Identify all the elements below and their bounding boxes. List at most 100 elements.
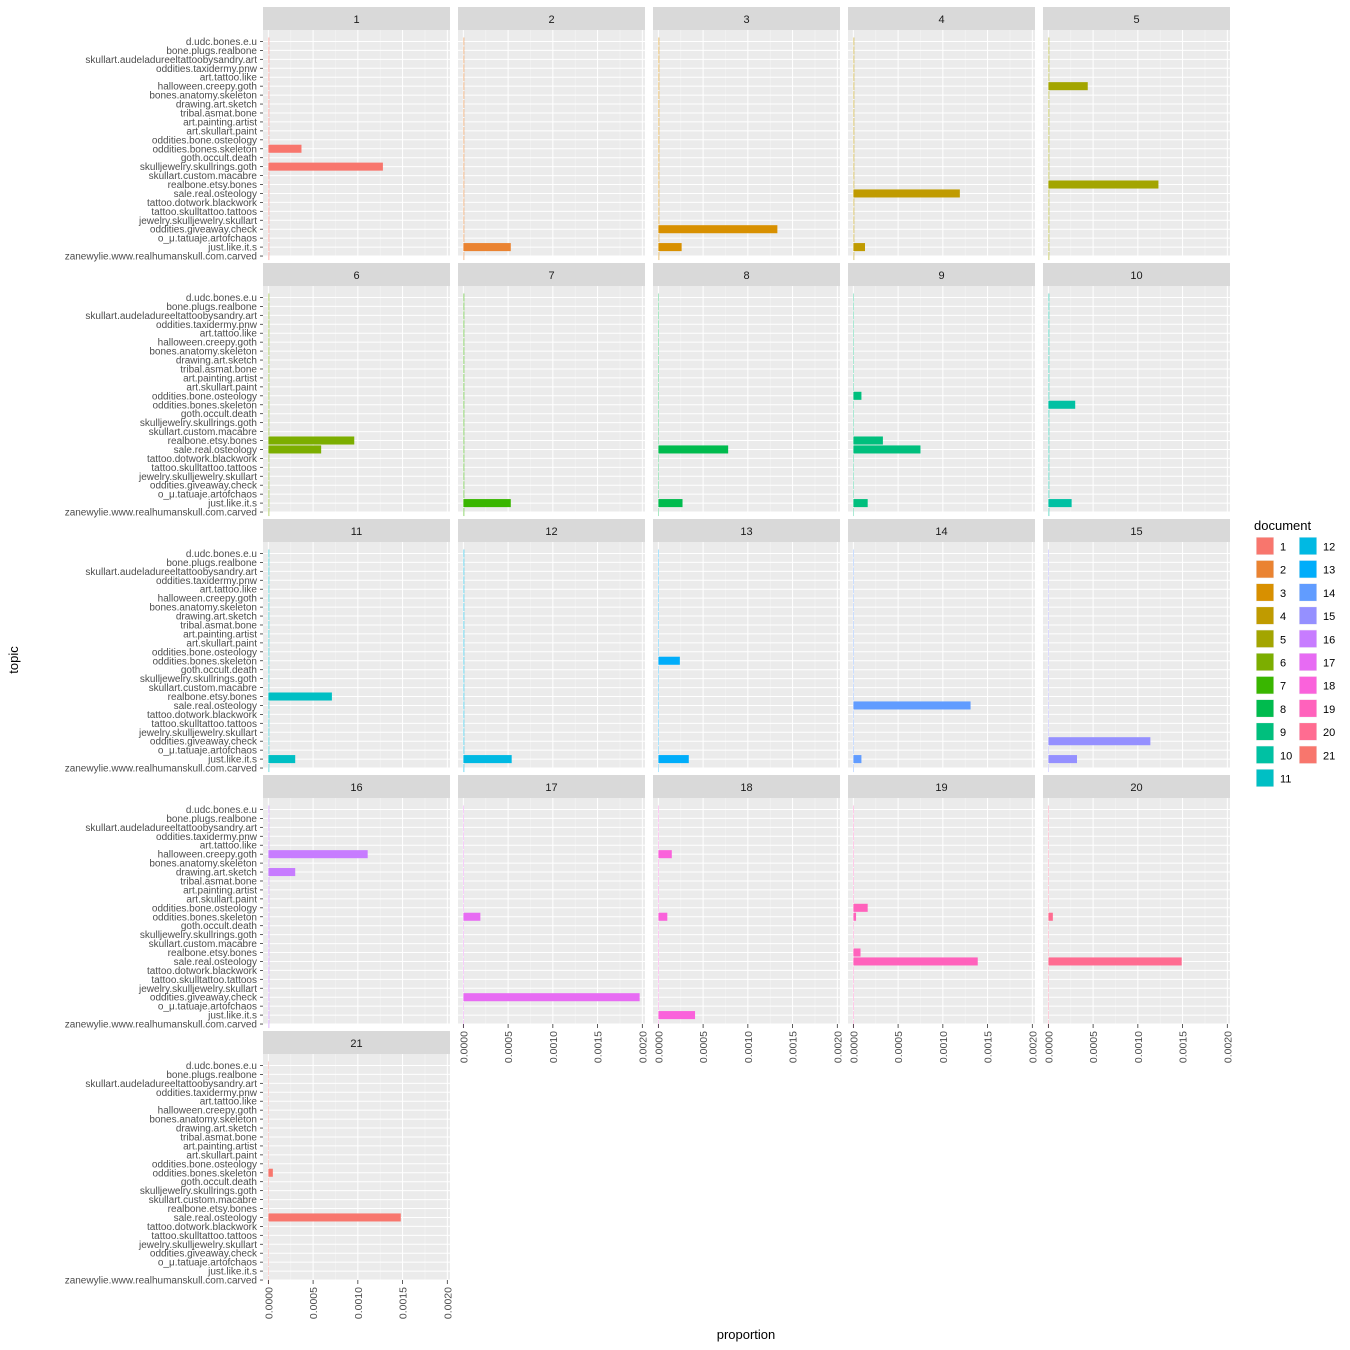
bar [1048,400,1076,409]
facet-panel-11: 11d.udc.bones.e.ubone.plugs.realboneskul… [65,519,450,775]
bar [853,311,854,320]
bar [1048,490,1050,499]
bar [658,894,659,903]
y-tick-label: bones.anatomy.skeleton [149,859,257,870]
bar [658,719,659,728]
bar [268,46,270,55]
y-tick-label: tattoo.dotwork.blackwork [147,1222,258,1233]
facet-strip [263,519,450,542]
legend-item-12: 12 [1299,537,1335,555]
bar [853,832,854,841]
y-tick-label: goth.occult.death [181,665,257,676]
bar [658,814,659,823]
bar [658,144,660,153]
facet-panel-8: 8 [653,263,840,517]
y-tick-label: halloween.creepy.goth [158,594,257,605]
bar [658,37,660,46]
bar [268,850,368,859]
bar [463,692,465,701]
bar [268,436,355,445]
bar [268,338,270,347]
legend-item-5: 5 [1256,629,1286,648]
bar [463,320,465,329]
x-tick-label: 0.0000 [848,1031,860,1063]
bar [1048,894,1049,903]
x-tick-label: 0.0000 [653,1031,665,1063]
bar [1048,841,1049,850]
bar [658,418,659,427]
facet-panel-6: 6d.udc.bones.e.ubone.plugs.realboneskull… [65,263,450,519]
bar [1048,567,1049,576]
facet-strip-label: 7 [548,270,554,282]
bar [658,108,660,118]
legend-swatch [1299,723,1317,741]
bar [463,764,465,773]
bar [658,984,659,993]
bar [1048,1011,1049,1020]
panel-background [263,286,450,512]
y-tick-label: skulljewelry.skullrings.goth [140,674,257,685]
y-tick-label: oddities.bones.skeleton [152,656,257,667]
y-tick-label: jewelry.skulljewelry.skullart [138,984,257,995]
bar [268,1141,269,1150]
legend-item-17: 17 [1299,653,1335,671]
bar [268,939,270,948]
y-tick-label: art.tattoo.like [200,585,258,596]
bar [268,885,270,894]
bar [268,612,270,621]
bar [658,638,659,647]
bar [853,108,855,118]
bar [658,885,659,894]
y-tick-label: d.udc.bones.e.u [186,37,257,48]
bar [463,180,465,189]
bar [658,728,659,737]
bar [268,814,270,823]
bar [1048,948,1049,957]
bar [1048,418,1050,427]
bar [268,490,270,499]
bar [268,1159,269,1168]
x-tick-label: 0.0010 [743,1031,755,1063]
bar [1048,585,1049,594]
y-tick-label: zanewylie.www.realhumanskull.com.carved [65,1276,257,1287]
y-tick-label: bones.anatomy.skeleton [149,347,257,358]
bar [853,746,854,755]
bar [268,746,270,755]
legend-label: 4 [1280,611,1286,623]
bar [463,436,465,445]
y-tick-label: art.painting.artist [183,629,257,640]
x-tick-label: 0.0015 [398,1287,410,1319]
bar [268,320,270,329]
bar [1048,320,1050,329]
bar [268,728,270,737]
bar [463,755,512,764]
bar [268,567,270,576]
bar [268,82,270,91]
y-tick-label: tribal.asmat.bone [180,1132,257,1143]
bar [658,73,660,82]
facet-strip-label: 9 [938,270,944,282]
bar [853,126,855,135]
bar [658,585,659,594]
y-tick-label: art.skullart.paint [186,638,257,649]
legend-swatch [1299,676,1317,694]
bar [853,805,854,814]
bar [463,984,464,993]
bar [853,930,854,939]
bar [463,162,465,171]
legend-swatch [1256,630,1274,648]
bar [658,472,659,481]
bar [268,594,270,603]
bar [853,620,854,630]
panel-background [263,542,450,768]
bar [268,73,270,82]
bar [853,198,855,207]
facet-strip-label: 20 [1130,782,1142,794]
bar [268,755,296,764]
y-tick-label: just.like.it.s [207,1267,257,1278]
facet-strip-label: 4 [938,14,944,26]
bar [853,1011,854,1020]
bar [658,207,660,216]
bar [268,252,270,261]
